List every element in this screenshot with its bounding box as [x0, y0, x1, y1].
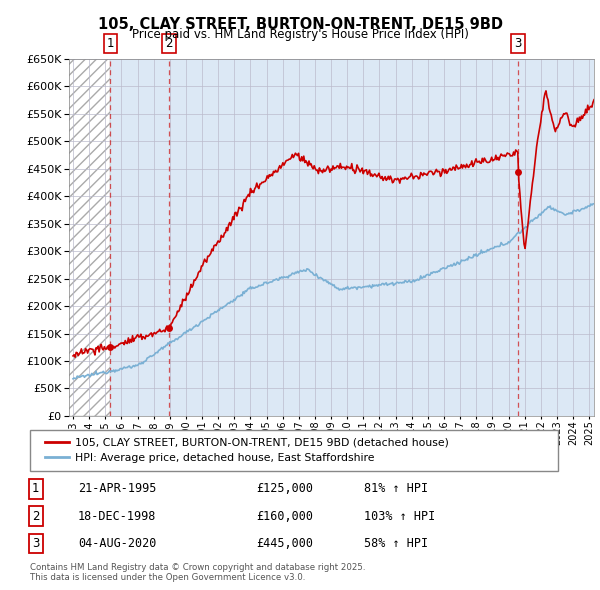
- Text: 1: 1: [32, 483, 40, 496]
- Text: 1: 1: [107, 37, 114, 50]
- Text: 2: 2: [166, 37, 173, 50]
- Text: 18-DEC-1998: 18-DEC-1998: [78, 510, 157, 523]
- Text: 04-AUG-2020: 04-AUG-2020: [78, 537, 157, 550]
- Text: 81% ↑ HPI: 81% ↑ HPI: [364, 483, 428, 496]
- Text: 105, CLAY STREET, BURTON-ON-TRENT, DE15 9BD: 105, CLAY STREET, BURTON-ON-TRENT, DE15 …: [97, 17, 503, 31]
- Text: 21-APR-1995: 21-APR-1995: [78, 483, 157, 496]
- Text: £160,000: £160,000: [256, 510, 313, 523]
- Text: 3: 3: [32, 537, 40, 550]
- Legend: 105, CLAY STREET, BURTON-ON-TRENT, DE15 9BD (detached house), HPI: Average price: 105, CLAY STREET, BURTON-ON-TRENT, DE15 …: [41, 433, 454, 467]
- Text: 58% ↑ HPI: 58% ↑ HPI: [364, 537, 428, 550]
- Text: 3: 3: [514, 37, 522, 50]
- Text: 103% ↑ HPI: 103% ↑ HPI: [364, 510, 436, 523]
- Text: £125,000: £125,000: [256, 483, 313, 496]
- Text: £445,000: £445,000: [256, 537, 313, 550]
- Text: Price paid vs. HM Land Registry's House Price Index (HPI): Price paid vs. HM Land Registry's House …: [131, 28, 469, 41]
- Text: 2: 2: [32, 510, 40, 523]
- Bar: [69, 59, 110, 416]
- Text: Contains HM Land Registry data © Crown copyright and database right 2025.
This d: Contains HM Land Registry data © Crown c…: [30, 563, 365, 582]
